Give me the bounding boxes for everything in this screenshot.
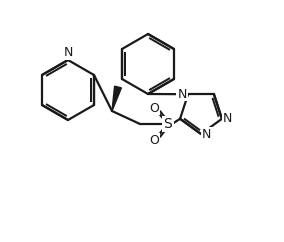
Text: O: O	[149, 101, 159, 114]
Text: N: N	[63, 46, 73, 59]
Text: N: N	[202, 128, 212, 141]
Text: N: N	[63, 46, 73, 59]
Text: S: S	[163, 117, 173, 131]
Text: N: N	[178, 88, 187, 101]
Text: O: O	[149, 134, 159, 146]
Text: N: N	[177, 88, 187, 101]
Text: O: O	[149, 134, 159, 146]
Text: N: N	[223, 112, 232, 125]
Text: S: S	[164, 117, 172, 131]
Text: N: N	[223, 112, 233, 125]
Text: N: N	[202, 128, 211, 141]
Text: O: O	[149, 101, 159, 114]
Polygon shape	[112, 86, 121, 111]
